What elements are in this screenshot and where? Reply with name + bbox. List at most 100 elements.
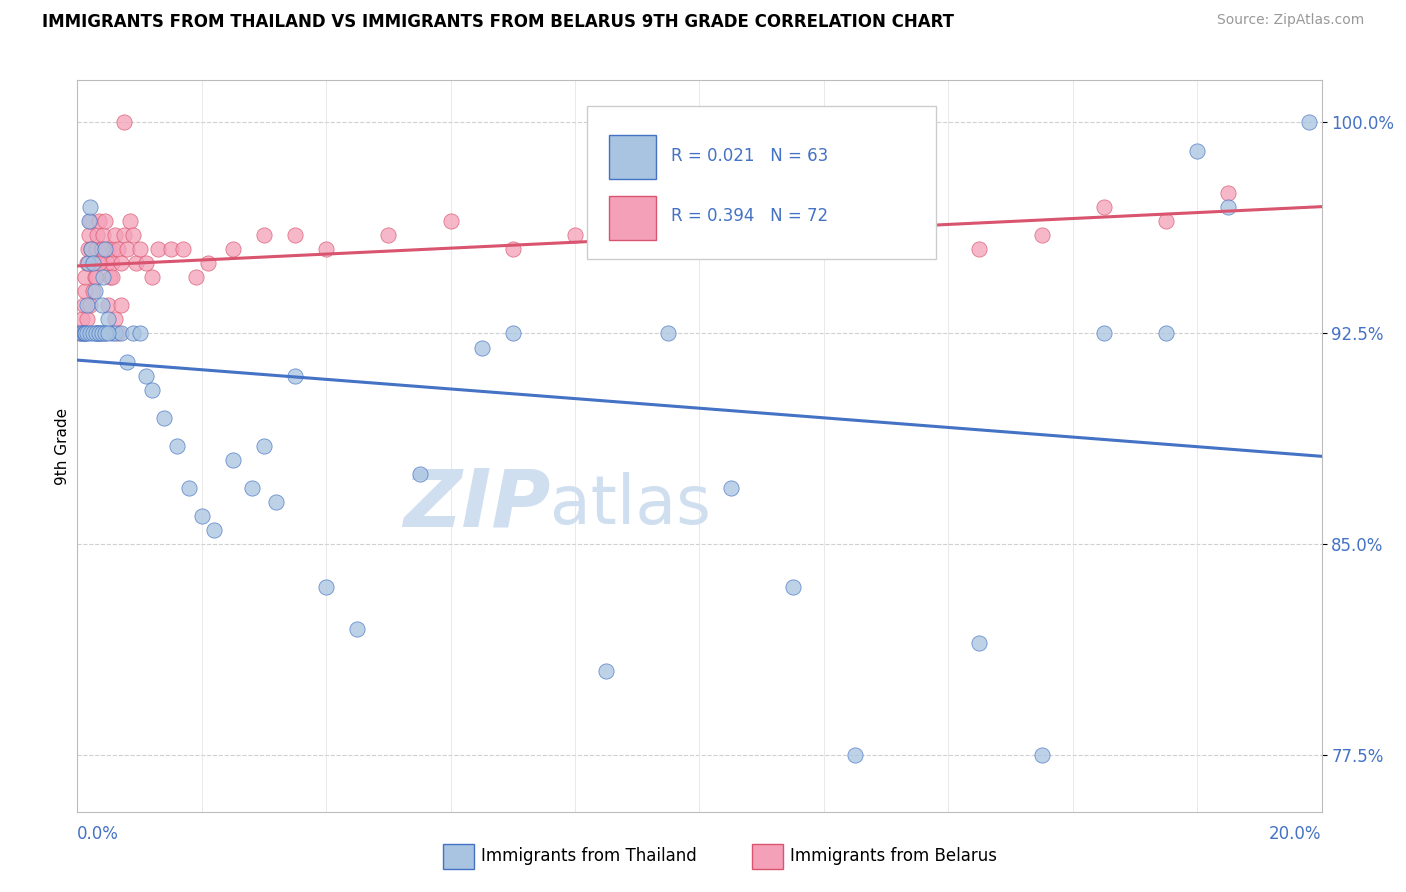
Point [94, 214, 117, 228]
Point [128, 326, 150, 341]
Point [135, 368, 157, 383]
Point [87, 214, 110, 228]
Point [69, 326, 91, 341]
Point [148, 242, 170, 256]
Point [284, 368, 307, 383]
Point [77, 227, 100, 242]
Point [69, 326, 91, 341]
Point [75, 326, 97, 341]
Text: R = 0.021   N = 63: R = 0.021 N = 63 [671, 146, 828, 165]
Point [100, 326, 122, 341]
Point [595, 664, 617, 678]
Point [471, 341, 494, 355]
Point [76, 298, 98, 312]
Point [1092, 326, 1115, 341]
Point [502, 326, 524, 341]
Point [90, 256, 112, 270]
Point [969, 636, 991, 650]
Point [1031, 227, 1053, 242]
Point [79, 200, 101, 214]
Point [222, 242, 245, 256]
Point [87, 256, 110, 270]
Point [100, 270, 122, 285]
Point [657, 326, 679, 341]
Point [905, 227, 928, 242]
Text: atlas: atlas [550, 472, 711, 538]
Point [76, 326, 98, 341]
Point [79, 298, 101, 312]
Point [82, 326, 104, 341]
Point [1218, 186, 1240, 200]
Point [83, 270, 105, 285]
Point [315, 580, 337, 594]
Point [73, 326, 96, 341]
Point [94, 242, 117, 256]
Point [122, 227, 145, 242]
Point [377, 227, 399, 242]
Point [253, 227, 276, 242]
Point [91, 298, 114, 312]
Point [77, 256, 100, 270]
Point [86, 227, 108, 242]
Point [720, 227, 742, 242]
Point [141, 383, 163, 397]
Point [100, 256, 122, 270]
Point [84, 270, 107, 285]
Text: Source: ZipAtlas.com: Source: ZipAtlas.com [1216, 13, 1364, 28]
Point [191, 509, 214, 524]
Point [84, 326, 107, 341]
Point [197, 256, 219, 270]
Text: 0.0%: 0.0% [77, 825, 120, 843]
Point [184, 270, 207, 285]
Point [107, 326, 129, 341]
Point [86, 326, 108, 341]
Point [93, 227, 115, 242]
Point [72, 326, 94, 341]
FancyBboxPatch shape [609, 196, 657, 240]
Point [91, 326, 114, 341]
Point [408, 467, 430, 482]
Point [240, 481, 263, 495]
Point [72, 298, 94, 312]
Point [110, 298, 132, 312]
Point [844, 242, 866, 256]
Point [284, 227, 307, 242]
Point [1154, 214, 1177, 228]
Point [72, 312, 94, 326]
Text: IMMIGRANTS FROM THAILAND VS IMMIGRANTS FROM BELARUS 9TH GRADE CORRELATION CHART: IMMIGRANTS FROM THAILAND VS IMMIGRANTS F… [42, 13, 955, 31]
Point [502, 242, 524, 256]
Point [1031, 748, 1053, 763]
Point [128, 242, 150, 256]
Point [77, 214, 100, 228]
Point [79, 214, 101, 228]
Point [80, 242, 103, 256]
Point [104, 227, 127, 242]
Y-axis label: 9th Grade: 9th Grade [55, 408, 70, 484]
Point [202, 524, 225, 538]
Point [346, 622, 368, 636]
Point [73, 285, 96, 299]
FancyBboxPatch shape [588, 106, 936, 260]
Text: ZIP: ZIP [402, 466, 550, 543]
Point [166, 439, 188, 453]
FancyBboxPatch shape [609, 136, 657, 179]
Point [564, 227, 586, 242]
Point [110, 256, 132, 270]
Point [72, 326, 94, 341]
Point [80, 242, 103, 256]
Point [112, 115, 135, 129]
Point [1218, 200, 1240, 214]
Point [253, 439, 276, 453]
Point [97, 242, 120, 256]
Point [125, 256, 148, 270]
Point [107, 242, 129, 256]
Point [75, 270, 97, 285]
Point [315, 242, 337, 256]
Text: Immigrants from Thailand: Immigrants from Thailand [481, 847, 696, 865]
Point [84, 326, 107, 341]
Point [141, 270, 163, 285]
Point [98, 270, 121, 285]
Point [84, 242, 107, 256]
Text: Immigrants from Belarus: Immigrants from Belarus [790, 847, 997, 865]
Point [120, 214, 142, 228]
